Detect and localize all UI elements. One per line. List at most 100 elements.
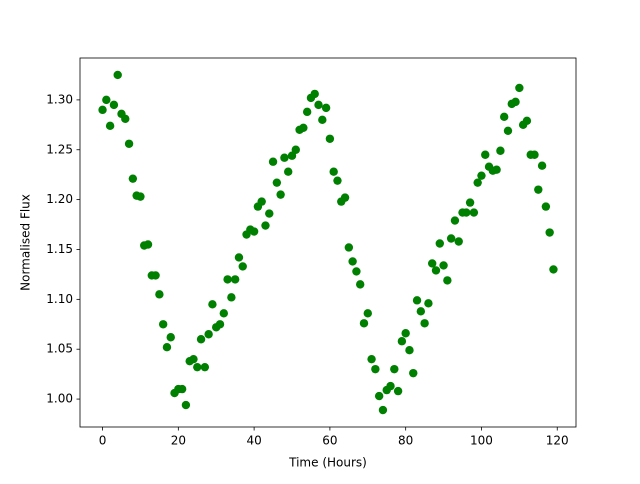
x-tick-label: 0 [99,434,107,448]
data-point [287,151,297,160]
data-point [193,362,202,372]
data-point [333,176,342,185]
y-tick-label: 1.30 [46,92,73,106]
data-point [124,139,134,148]
data-point [215,320,225,329]
data-point [223,275,232,284]
data-point [492,165,501,174]
data-point [412,296,422,305]
data-point [534,185,543,194]
data-point [257,197,266,206]
data-point [446,234,456,243]
data-point [204,330,213,339]
y-axis-label: Normalised Flux [19,194,33,291]
data-point [280,153,289,162]
data-point [284,167,293,176]
data-point [128,174,138,183]
data-point [393,386,403,396]
data-point [155,290,164,299]
data-point [439,261,448,270]
data-point [473,178,482,187]
data-point [291,145,300,154]
data-point [511,97,520,107]
data-point [344,243,354,252]
data-point [431,266,441,275]
plot-frame [79,57,577,428]
data-point [359,319,369,328]
data-point [265,209,274,218]
data-point [390,364,399,374]
x-tick-label: 60 [322,434,337,448]
data-point [325,134,335,143]
data-point [496,146,505,155]
data-point [352,267,361,276]
data-point [541,202,551,211]
data-point [386,381,395,391]
data-point [515,83,524,93]
data-point [378,405,388,415]
data-point [151,271,160,280]
data-point [340,193,350,202]
data-point [299,123,308,133]
data-point [158,320,168,329]
data-point [329,167,338,176]
y-tick-label: 1.15 [46,242,73,256]
data-point [499,112,509,122]
data-point [162,343,172,352]
data-point [109,100,119,110]
data-point [537,161,547,170]
data-point [208,300,217,309]
x-tick-label: 120 [546,434,569,448]
data-point [196,335,206,344]
data-point [481,150,490,159]
data-point [371,364,380,374]
data-point [435,239,444,248]
data-point [522,116,532,126]
data-point [450,216,460,225]
data-point [230,275,240,284]
data-point [397,337,407,346]
data-point [302,107,312,117]
y-tick-label: 1.20 [46,192,73,206]
data-point [462,208,471,217]
data-point [416,307,426,316]
data-point [238,262,247,271]
x-axis-label: Time (Hours) [288,456,367,470]
data-point [272,178,282,187]
data-point [545,228,554,237]
data-point [374,391,384,401]
data-point [98,105,107,115]
data-point [113,70,122,80]
data-point [428,259,437,268]
data-point [219,309,228,318]
data-point [549,265,558,274]
y-tick-label: 1.10 [46,292,73,306]
data-point [420,319,429,328]
data-point [314,100,323,110]
data-point [227,293,236,302]
data-point [363,309,372,318]
data-point [249,227,259,236]
data-point [321,103,331,113]
data-point [177,384,187,394]
data-point [477,171,486,180]
y-tick-label: 1.00 [46,392,73,406]
data-point [409,368,418,378]
x-tick-label: 40 [246,434,261,448]
data-point [261,221,270,230]
data-point [367,354,376,364]
y-tick-label: 1.05 [46,342,73,356]
data-point [143,240,153,249]
data-point [234,253,244,262]
data-point [102,95,111,105]
data-point [454,237,463,246]
data-point [189,354,198,364]
data-point [105,121,115,131]
data-point [356,280,365,289]
data-point [166,333,175,342]
data-point [405,346,414,355]
data-point [469,208,479,217]
data-point [530,150,539,159]
